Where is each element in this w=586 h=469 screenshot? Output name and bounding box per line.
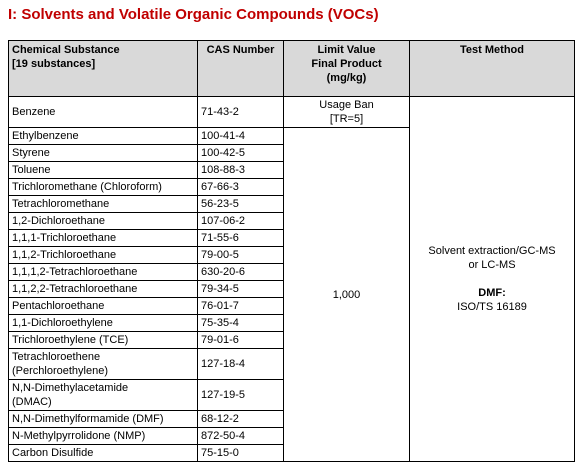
cas-cell: 127-19-5 [197, 379, 284, 411]
cas-cell: 872-50-4 [197, 427, 284, 445]
limit-cell: Usage Ban [TR=5] [283, 96, 410, 128]
title: I: Solvents and Volatile Organic Compoun… [8, 6, 379, 23]
header-text: Chemical Substance [12, 44, 120, 56]
cas-cell: 79-34-5 [197, 280, 284, 298]
substance-cell: Styrene [8, 144, 198, 162]
substance: Trichloroethylene (TCE) [12, 334, 129, 346]
substance: N,N-Dimethylformamide (DMF) [12, 413, 164, 425]
header-text: Test Method [460, 44, 524, 56]
header-text: [19 substances] [12, 58, 96, 70]
limit-text: Usage Ban [319, 99, 374, 111]
substance: Benzene [12, 106, 56, 118]
header-cell: CAS Number [197, 40, 284, 97]
substance: N-Methylpyrrolidone (NMP) [12, 430, 146, 442]
spacer [413, 272, 571, 286]
dmf-label: DMF: [478, 287, 506, 299]
cas-cell: 71-43-2 [197, 96, 284, 128]
row: Tetrachloroethene (Perchloroethylene) 127-… [8, 348, 575, 380]
row: Benzene 71-43-2 Usage Ban [TR=5] Solvent ext… [8, 96, 575, 462]
row: Trichloromethane (Chloroform) 67-66-3 [8, 178, 575, 196]
substance-cell: Trichloroethylene (TCE) [8, 331, 198, 349]
substance-cell: Trichloromethane (Chloroform) [8, 178, 198, 196]
cas-cell: 108-88-3 [197, 161, 284, 179]
substance: Toluene [12, 164, 51, 176]
row: 1,1,1-Trichloroethane 71-55-6 [8, 229, 575, 247]
cas-cell: 75-15-0 [197, 444, 284, 462]
substance: Styrene [12, 147, 50, 159]
cas-cell: 68-12-2 [197, 410, 284, 428]
row: N,N-Dimethylacetamide (DMAC) 127-19-5 [8, 379, 575, 411]
cas-cell: 71-55-6 [197, 229, 284, 247]
header-text: CAS Number [206, 44, 275, 56]
test-method-text: Solvent extraction/GC-MS [428, 245, 556, 257]
substance-cell: Tetrachloromethane [8, 195, 198, 213]
substance: 1,1,2,2-Tetrachloroethane [12, 283, 138, 295]
cas-cell: 76-01-7 [197, 297, 284, 315]
substance-cell: Pentachloroethane [8, 297, 198, 315]
header-cell: Chemical Substance [19 substances] [8, 40, 198, 97]
substance: 1,1,1,2-Tetrachloroethane [12, 266, 138, 278]
substance-cell: 1,1,2,2-Tetrachloroethane [8, 280, 198, 298]
cas-cell: 79-00-5 [197, 246, 284, 264]
cas-cell: 127-18-4 [197, 348, 284, 380]
row: 1,1,1,2-Tetrachloroethane 630-20-6 [8, 263, 575, 281]
substance: (Perchloroethylene) [12, 365, 108, 377]
row: 1,1,2,2-Tetrachloroethane 79-34-5 [8, 280, 575, 298]
test-method-text: or LC-MS [468, 259, 516, 271]
substance: Trichloromethane (Chloroform) [12, 181, 162, 193]
substance-cell: N-Methylpyrrolidone (NMP) [8, 427, 198, 445]
cas-cell: 79-01-6 [197, 331, 284, 349]
row: Styrene 100-42-5 [8, 144, 575, 162]
row: Carbon Disulfide 75-15-0 [8, 444, 575, 462]
header-text: Final Product [311, 58, 382, 70]
substance-cell: 1,1,1,2-Tetrachloroethane [8, 263, 198, 281]
cas-cell: 67-66-3 [197, 178, 284, 196]
substance-cell: 1,1,1-Trichloroethane [8, 229, 198, 247]
header-cell: Test Method [409, 40, 575, 97]
limit-text: [TR=5] [329, 113, 364, 125]
substance-cell: 1,1-Dichloroethylene [8, 314, 198, 332]
substance-cell: Ethylbenzene [8, 127, 198, 145]
row: Tetrachloromethane 56-23-5 [8, 195, 575, 213]
substance-cell: Benzene [8, 96, 198, 128]
cas-cell: 100-42-5 [197, 144, 284, 162]
substance: (DMAC) [12, 396, 52, 408]
substance: Pentachloroethane [12, 300, 105, 312]
substance-cell: N,N-Dimethylacetamide (DMAC) [8, 379, 198, 411]
substance: N,N-Dimethylacetamide [12, 382, 129, 394]
substance: Carbon Disulfide [12, 447, 94, 459]
header-row: Chemical Substance [19 substances] CAS Num… [8, 40, 575, 97]
limit-cell: 1,000 [283, 127, 410, 462]
row: Ethylbenzene 100-41-4 1,000 [8, 127, 575, 462]
substance: 1,1,1-Trichloroethane [12, 232, 117, 244]
header-cell: Limit Value Final Product (mg/kg) [283, 40, 410, 97]
voc-table: Chemical Substance [19 substances] CAS Num… [8, 40, 575, 462]
substance-cell: 1,1,2-Trichloroethane [8, 246, 198, 264]
row: N-Methylpyrrolidone (NMP) 872-50-4 [8, 427, 575, 445]
substance-cell: Tetrachloroethene (Perchloroethylene) [8, 348, 198, 380]
substance: 1,1,2-Trichloroethane [12, 249, 117, 261]
cas-cell: 107-06-2 [197, 212, 284, 230]
header-text: (mg/kg) [326, 72, 367, 84]
test-method-cell: Solvent extraction/GC-MS or LC-MS DMF: ISO/… [409, 96, 575, 462]
substance-cell: N,N-Dimethylformamide (DMF) [8, 410, 198, 428]
substance: Ethylbenzene [12, 130, 79, 142]
row: N,N-Dimethylformamide (DMF) 68-12-2 [8, 410, 575, 428]
cas-cell: 56-23-5 [197, 195, 284, 213]
substance: Tetrachloroethene [12, 351, 101, 363]
cas-cell: 75-35-4 [197, 314, 284, 332]
substance-cell: Toluene [8, 161, 198, 179]
substance: 1,1-Dichloroethylene [12, 317, 113, 329]
substance: 1,2-Dichloroethane [12, 215, 105, 227]
cas-cell: 630-20-6 [197, 263, 284, 281]
row: 1,2-Dichloroethane 107-06-2 [8, 212, 575, 230]
substance: Tetrachloromethane [12, 198, 110, 210]
substance-cell: Carbon Disulfide [8, 444, 198, 462]
cas-cell: 100-41-4 [197, 127, 284, 145]
header-text: Limit Value [317, 44, 376, 56]
standard: ISO/TS 16189 [457, 301, 527, 313]
substance-cell: 1,2-Dichloroethane [8, 212, 198, 230]
